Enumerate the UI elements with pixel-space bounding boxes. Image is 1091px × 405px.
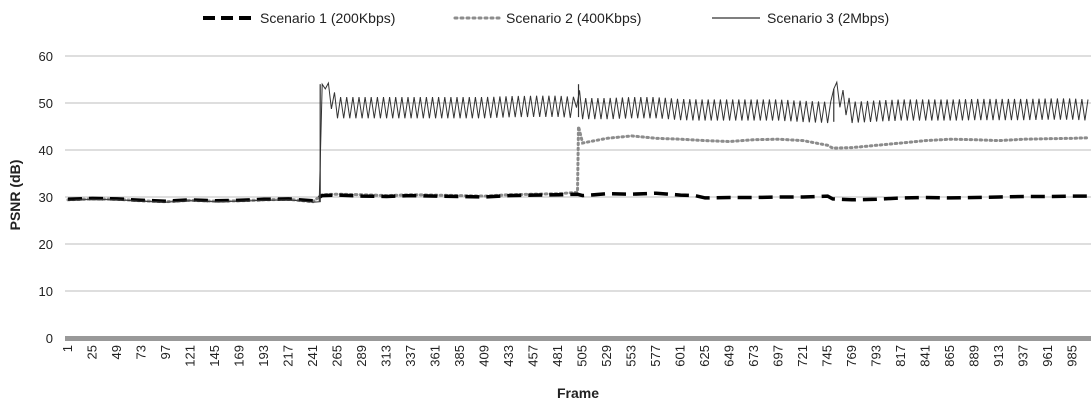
x-tick-label: 25 (85, 345, 100, 359)
x-tick-label: 313 (379, 345, 394, 367)
x-tick-label: 337 (403, 345, 418, 367)
y-tick-labels: 0 10 20 30 40 50 60 (39, 49, 53, 346)
x-tick-label: 673 (746, 345, 761, 367)
y-tick-label: 30 (39, 190, 53, 205)
x-tick-label: 937 (1016, 345, 1031, 367)
x-tick-label: 49 (109, 345, 124, 359)
x-tick-label: 121 (183, 345, 198, 367)
x-tick-label: 385 (452, 345, 467, 367)
y-tick-label: 40 (39, 143, 53, 158)
y-tick-label: 50 (39, 96, 53, 111)
x-tick-label: 793 (869, 345, 884, 367)
x-axis-baseline (65, 336, 1091, 341)
x-tick-label: 289 (354, 345, 369, 367)
y-tick-label: 0 (46, 331, 53, 346)
x-tick-label: 601 (673, 345, 688, 367)
x-tick-label: 1 (60, 345, 75, 352)
x-tick-label: 553 (624, 345, 639, 367)
x-tick-label: 433 (501, 345, 516, 367)
x-tick-label: 73 (134, 345, 149, 359)
series-line-scenario-2 (66, 126, 1090, 204)
series-line-scenario-1 (67, 191, 1088, 203)
x-tick-label: 769 (844, 345, 859, 367)
x-tick-label: 865 (942, 345, 957, 367)
x-tick-label: 817 (893, 345, 908, 367)
x-tick-label: 481 (550, 345, 565, 367)
x-tick-label: 169 (232, 345, 247, 367)
legend-label-scenario-1: Scenario 1 (200Kbps) (260, 10, 395, 26)
x-tick-label: 217 (281, 345, 296, 367)
legend-label-scenario-3: Scenario 3 (2Mbps) (767, 10, 889, 26)
x-tick-label: 889 (967, 345, 982, 367)
x-tick-label: 649 (722, 345, 737, 367)
y-axis-title: PSNR (dB) (7, 160, 23, 231)
x-tick-label: 457 (526, 345, 541, 367)
x-tick-label: 409 (477, 345, 492, 367)
legend: Scenario 1 (200Kbps) Scenario 2 (400Kbps… (203, 10, 889, 26)
x-tick-label: 361 (428, 345, 443, 367)
y-tick-label: 20 (39, 237, 53, 252)
x-tick-label: 745 (820, 345, 835, 367)
x-tick-label: 625 (697, 345, 712, 367)
x-tick-label: 529 (599, 345, 614, 367)
x-tick-label: 145 (207, 345, 222, 367)
x-tick-label: 97 (158, 345, 173, 359)
x-tick-label: 577 (648, 345, 663, 367)
y-tick-label: 60 (39, 49, 53, 64)
x-tick-label: 721 (795, 345, 810, 367)
x-tick-label: 505 (575, 345, 590, 367)
x-tick-label: 985 (1065, 345, 1080, 367)
x-axis-title: Frame (557, 385, 599, 401)
x-tick-label: 193 (256, 345, 271, 367)
series-group (66, 80, 1090, 204)
x-tick-label: 697 (771, 345, 786, 367)
x-tick-label: 241 (305, 345, 320, 367)
x-tick-label: 265 (330, 345, 345, 367)
x-tick-label: 961 (1040, 345, 1055, 367)
x-tick-labels: 1 25 49 73 97 121 145 169 193 217 241 265 289 313 337 3… (60, 345, 1080, 367)
y-tick-label: 10 (39, 284, 53, 299)
x-tick-label: 841 (918, 345, 933, 367)
legend-label-scenario-2: Scenario 2 (400Kbps) (506, 10, 641, 26)
x-tick-label: 913 (991, 345, 1006, 367)
